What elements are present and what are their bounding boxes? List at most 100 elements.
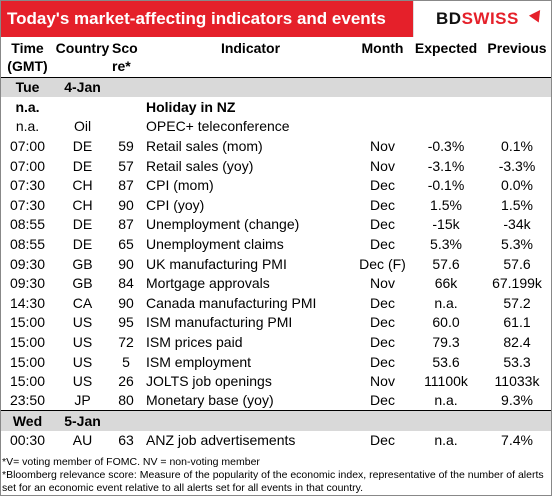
cell-indicator: ISM prices paid (146, 333, 243, 350)
cell-month: Dec (370, 177, 395, 194)
cell-time: n.a. (15, 98, 40, 115)
cell-score: 65 (118, 235, 134, 252)
table-row: n.a. Holiday in NZ (0, 97, 552, 117)
cell-expected: n.a. (434, 392, 458, 409)
cell-expected: -3.1% (427, 157, 465, 174)
cell-month (355, 97, 410, 117)
table-row: 15:00 US 72 ISM prices paid Dec 79.3 82.4 (0, 332, 552, 352)
cell-month: Dec (370, 294, 395, 311)
cell-indicator: CPI (yoy) (146, 196, 205, 213)
cell-indicator: CPI (mom) (146, 177, 214, 194)
cell-time: n.a. (15, 118, 40, 135)
cell-country: DE (72, 157, 93, 174)
col-score-header: Sco re* (110, 37, 142, 78)
cell-country: US (72, 333, 93, 350)
table-header-row: Time (GMT) Country Sco re* Indicator Mon… (0, 37, 552, 78)
table-row: 07:00 DE 59 Retail sales (mom) Nov -0.3% 0.1% (0, 136, 552, 156)
cell-score: 90 (118, 294, 134, 311)
footnote-relevance: *Bloomberg relevance score: Measure of t… (2, 469, 544, 494)
table-row: 07:30 CH 90 CPI (yoy) Dec 1.5% 1.5% (0, 195, 552, 215)
cell-score: 95 (118, 314, 134, 331)
table-row: 08:55 DE 87 Unemployment (change) Dec -15k -34… (0, 215, 552, 235)
cell-score: 80 (118, 392, 134, 409)
cell-country: US (72, 373, 93, 390)
table-row: 14:30 CA 90 Canada manufacturing PMI Dec n.a.… (0, 293, 552, 313)
cell-score (110, 117, 142, 137)
cell-expected: 53.6 (432, 353, 460, 370)
cell-month: Nov (370, 275, 395, 292)
col-score-line2: re* (112, 58, 131, 74)
cell-previous: -34k (503, 216, 531, 233)
cell-indicator: ANZ job advertisements (146, 432, 296, 449)
cell-time: 07:30 (9, 196, 46, 213)
cell-country (55, 97, 110, 117)
cell-indicator: UK manufacturing PMI (146, 255, 287, 272)
logo-mark-icon (528, 6, 546, 23)
table-row: 09:30 GB 90 UK manufacturing PMI Dec (F) 57.6… (0, 254, 552, 274)
table-row: 00:30 AU 63 ANZ job advertisements Dec n.a. 7.… (0, 431, 552, 451)
col-time-line1: Time (11, 40, 44, 56)
cell-indicator: ISM employment (146, 353, 252, 370)
day-weekday: Wed (0, 410, 55, 431)
cell-country: GB (72, 255, 93, 272)
cell-indicator: ISM manufacturing PMI (146, 314, 293, 331)
cell-time: 09:30 (9, 255, 46, 272)
cell-month: Dec (370, 353, 395, 370)
day-row: Tue 4-Jan (0, 76, 552, 97)
cell-score: 90 (118, 196, 134, 213)
cell-month: Dec (370, 432, 395, 449)
cell-indicator: JOLTS job openings (146, 373, 272, 390)
cell-expected: 11100k (424, 373, 468, 390)
cell-score: 59 (118, 137, 134, 154)
col-score-line1: Sco (112, 40, 138, 56)
cell-previous: 57.2 (503, 294, 531, 311)
footnote-voting: *V= voting member of FOMC. NV = non-voti… (2, 456, 260, 468)
cell-country: CA (72, 294, 93, 311)
cell-previous: 61.1 (503, 314, 531, 331)
cell-indicator: Retail sales (mom) (146, 137, 263, 154)
cell-previous: 7.4% (501, 432, 533, 449)
cell-score: 26 (118, 373, 134, 390)
cell-time: 07:00 (9, 157, 46, 174)
table-row: 23:50 JP 80 Monetary base (yoy) Dec n.a. 9.3% (0, 391, 552, 411)
cell-country: GB (72, 275, 93, 292)
cell-time: 08:55 (9, 235, 46, 252)
cell-expected: n.a. (434, 432, 458, 449)
cell-score: 57 (118, 157, 134, 174)
table-row: 07:30 CH 87 CPI (mom) Dec -0.1% 0.0% (0, 175, 552, 195)
day-date: 4-Jan (55, 76, 110, 97)
col-time-line2: (GMT) (7, 58, 48, 74)
col-time-header: Time (GMT) (0, 37, 55, 78)
cell-score: 5 (122, 353, 130, 370)
cell-time: 09:30 (9, 275, 46, 292)
cell-expected: 1.5% (430, 196, 462, 213)
day-weekday: Tue (0, 76, 55, 97)
cell-previous: 9.3% (501, 392, 533, 409)
table-row: 15:00 US 26 JOLTS job openings Nov 11100k 1103… (0, 371, 552, 391)
day-date: 5-Jan (55, 410, 110, 431)
cell-expected (410, 117, 482, 137)
cell-month: Dec (370, 333, 395, 350)
cell-previous: 57.6 (503, 255, 531, 272)
cell-previous: 5.3% (501, 235, 533, 252)
cell-expected: -0.1% (427, 177, 465, 194)
table-row: 09:30 GB 84 Mortgage approvals Nov 66k 67.199k (0, 273, 552, 293)
cell-month (355, 117, 410, 137)
cell-previous: 1.5% (501, 196, 533, 213)
cell-score (110, 97, 142, 117)
cell-month: Nov (370, 137, 395, 154)
cell-time: 15:00 (9, 373, 46, 390)
col-previous-header: Previous (482, 37, 552, 78)
cell-indicator: Holiday in NZ (146, 98, 236, 115)
cell-score: 90 (118, 255, 134, 272)
logo-text: BDSWISS (436, 9, 519, 29)
cell-previous: 53.3 (503, 353, 531, 370)
cell-month: Dec (370, 392, 395, 409)
cell-country: US (72, 314, 93, 331)
cell-indicator: Unemployment (change) (146, 216, 300, 233)
cell-score: 63 (118, 432, 134, 449)
header: Today's market-affecting indicators and … (0, 0, 552, 37)
cell-indicator: Mortgage approvals (146, 275, 270, 292)
footnotes: *V= voting member of FOMC. NV = non-voti… (2, 456, 550, 495)
table-row: 08:55 DE 65 Unemployment claims Dec 5.3% 5.3% (0, 234, 552, 254)
